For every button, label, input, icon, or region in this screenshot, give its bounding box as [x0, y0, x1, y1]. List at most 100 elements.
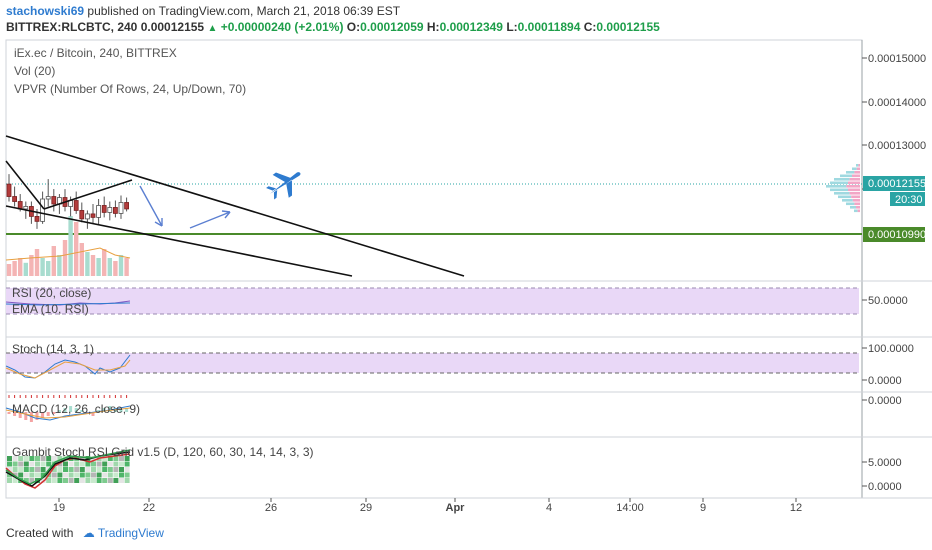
gambit-cell [91, 478, 96, 483]
lower-trend-line[interactable] [5, 205, 353, 277]
gambit-cell [23, 467, 29, 472]
macd-top-dot [120, 395, 122, 398]
macd-signal-line [5, 407, 131, 419]
volume-bar [62, 240, 68, 276]
rsi-axis-label: 50.0000 [868, 295, 908, 307]
candle-body [40, 198, 45, 222]
candle-body [113, 207, 118, 214]
candle-body [12, 196, 18, 202]
vpvr-row-up [842, 199, 853, 202]
vpvr-row-down [849, 192, 860, 195]
tradingview-logo[interactable]: ☁ TradingView [82, 526, 164, 540]
gambit-cell [63, 472, 68, 478]
time-tick-label: 4 [546, 502, 552, 514]
vpvr-row-down [848, 181, 860, 185]
gambit-cell [18, 456, 24, 461]
gambit-cell [68, 467, 74, 472]
candle-body [118, 202, 124, 214]
publish-info: stachowski69 published on TradingView.co… [6, 4, 400, 18]
stoch-k-line [5, 354, 131, 379]
gambit-indicator-label[interactable]: Gambit Stoch RSI Grid v1.5 (D, 120, 60, … [12, 445, 314, 459]
gambit-cell [68, 461, 74, 467]
gambit-cell [91, 472, 96, 478]
vpvr-row-up [856, 164, 859, 167]
gambit-cell [18, 461, 24, 467]
ema-indicator-label[interactable]: EMA (10, RSI) [12, 302, 89, 316]
gambit-cell [68, 478, 74, 483]
price-tick-label: 0.00013000 [868, 140, 926, 152]
vpvr-row-down [856, 206, 860, 209]
candle-body [73, 200, 79, 211]
time-tick-label: 26 [265, 502, 277, 514]
gambit-cell [12, 461, 18, 467]
gambit-cell [68, 472, 74, 478]
high-value: 0.00012349 [439, 20, 503, 34]
macd-top-dot [70, 395, 72, 398]
time-tick-label: 29 [360, 502, 372, 514]
volume-bar [90, 255, 96, 276]
macd-top-dot [30, 395, 32, 398]
macd-top-dot [42, 395, 44, 398]
vpvr-row-up [834, 192, 850, 195]
macd-top-dot [75, 395, 77, 398]
created-with-label: Created with [6, 526, 74, 540]
macd-bar [125, 408, 129, 412]
volume-bar [51, 246, 56, 276]
macd-bar [63, 408, 67, 412]
vpvr-row-up [840, 174, 852, 178]
volume-bar [79, 243, 84, 276]
macd-top-dot [86, 395, 88, 398]
open-value: 0.00012059 [360, 20, 424, 34]
macd-indicator-label[interactable]: MACD (12, 26, close, 9) [12, 402, 141, 416]
gambit-cell [7, 472, 12, 478]
volume-bar [96, 258, 101, 276]
gambit-cell [7, 478, 12, 483]
stoch-indicator-label[interactable]: Stoch (14, 3, 1) [12, 342, 95, 356]
volume-bar [6, 264, 12, 276]
gambit-cell [102, 478, 108, 483]
vpvr-row-down [848, 188, 860, 192]
gambit-cell [79, 472, 85, 478]
gambit-cell [107, 456, 113, 461]
gambit-cell [29, 467, 35, 472]
candle-body [23, 206, 29, 210]
gambit-cell [12, 467, 18, 472]
vpvr-indicator-label[interactable]: VPVR (Number Of Rows, 24, Up/Down, 70) [14, 82, 247, 96]
gambit-cell [46, 456, 52, 461]
gambit-cell [85, 472, 91, 478]
rise-trend-line[interactable] [43, 179, 133, 210]
gambit-cell [96, 472, 102, 478]
gambit-cell [40, 461, 46, 467]
gambit-cell [7, 461, 12, 467]
candle-body [124, 202, 129, 210]
projection-arrows[interactable] [139, 185, 231, 229]
candle-body [45, 196, 51, 200]
vpvr-row-up [830, 188, 848, 192]
price-tick-label: 0.00015000 [868, 53, 926, 65]
macd-top-dot [8, 395, 10, 398]
gambit-cell [57, 478, 63, 483]
macd-top-dot [98, 395, 100, 398]
macd-bar [52, 412, 56, 414]
author-name[interactable]: stachowski69 [6, 4, 85, 18]
upper-trend-line[interactable] [5, 135, 465, 277]
gambit-cell [40, 467, 46, 472]
vpvr-row-down [854, 202, 860, 206]
stoch-d-line [5, 359, 131, 379]
macd-bar [18, 412, 22, 418]
candle-body [96, 205, 101, 218]
rsi-indicator-label[interactable]: RSI (20, close) [12, 286, 92, 300]
gambit-cell [7, 456, 12, 461]
volume-bar [124, 258, 129, 276]
macd-bar [119, 410, 123, 412]
gambit-cell [113, 478, 119, 483]
gambit-cell [113, 461, 119, 467]
gambit-cell [113, 467, 119, 472]
chart-title: iEx.ec / Bitcoin, 240, BITTREX [14, 46, 177, 60]
gambit-cell [57, 461, 63, 467]
gambit-cell [124, 467, 130, 472]
drop-trend-line[interactable] [5, 160, 45, 210]
volume-bar [68, 216, 73, 276]
vol-indicator-label[interactable]: Vol (20) [14, 64, 56, 78]
